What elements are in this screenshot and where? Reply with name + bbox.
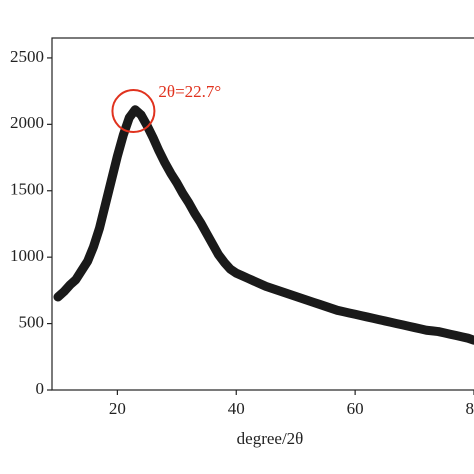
x-axis-label: degree/2θ: [237, 429, 304, 448]
y-tick-label: 0: [36, 379, 45, 398]
y-tick-label: 500: [19, 312, 45, 331]
x-tick-label: 40: [228, 399, 245, 418]
x-tick-label: 60: [347, 399, 364, 418]
plot-frame: [51, 37, 474, 391]
x-tick-label: 20: [109, 399, 126, 418]
peak-marker: [111, 89, 156, 134]
annotation: 2θ=22.7°: [158, 82, 221, 101]
y-tick-label: 1000: [10, 246, 44, 265]
y-tick-label: 1500: [10, 180, 44, 199]
data-line: [53, 105, 474, 345]
x-tick-label: 80: [466, 399, 474, 418]
y-tick-label: 2000: [10, 113, 44, 132]
y-tick-label: 2500: [10, 47, 44, 66]
